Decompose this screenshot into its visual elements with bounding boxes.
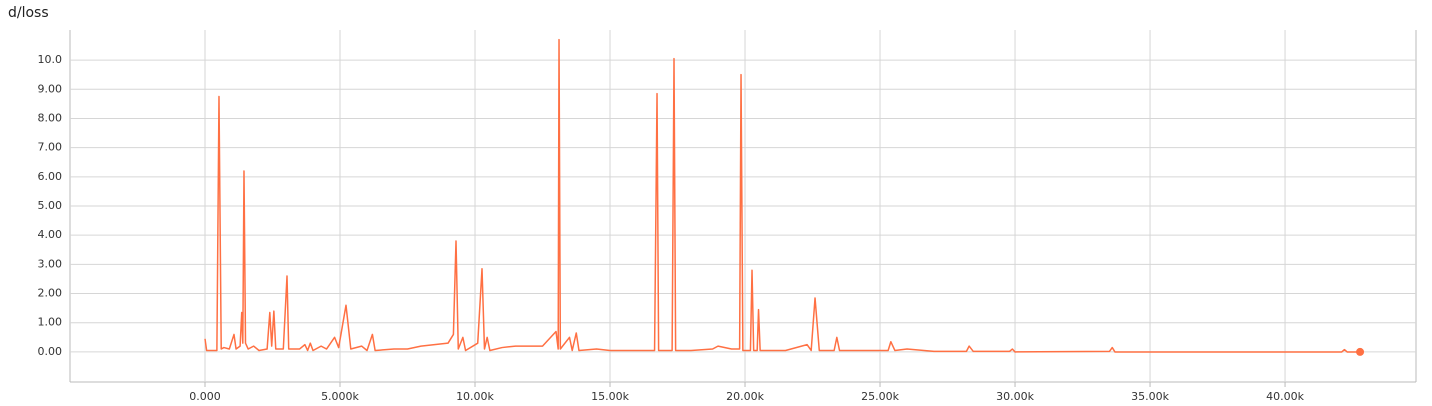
y-tick-label: 6.00 [38,170,63,183]
y-tick-label: 8.00 [38,111,63,124]
x-tick-label: 30.00k [996,390,1034,403]
y-tick-label: 10.0 [38,53,63,66]
line-series [204,38,1361,353]
y-tick-label: 4.00 [38,228,63,241]
x-tick-label: 10.00k [456,390,494,403]
x-tick-label: 40.00k [1266,390,1304,403]
x-tick-label: 15.00k [591,390,629,403]
last-point [1356,347,1365,356]
x-tick-label: 25.00k [861,390,899,403]
x-tick-label: 35.00k [1131,390,1169,403]
x-tick-label: 20.00k [726,390,764,403]
x-tick-label: 5.000k [321,390,359,403]
y-tick-label: 2.00 [38,287,63,300]
y-tick-label: 1.00 [38,316,63,329]
chart-title: d/loss [8,5,49,21]
y-tick-label: 3.00 [38,257,63,270]
y-tick-label: 9.00 [38,82,63,95]
y-tick-label: 7.00 [38,141,63,154]
y-tick-label: 5.00 [38,199,63,212]
x-tick-label: 0.000 [189,390,221,403]
y-tick-label: 0.00 [38,345,63,358]
